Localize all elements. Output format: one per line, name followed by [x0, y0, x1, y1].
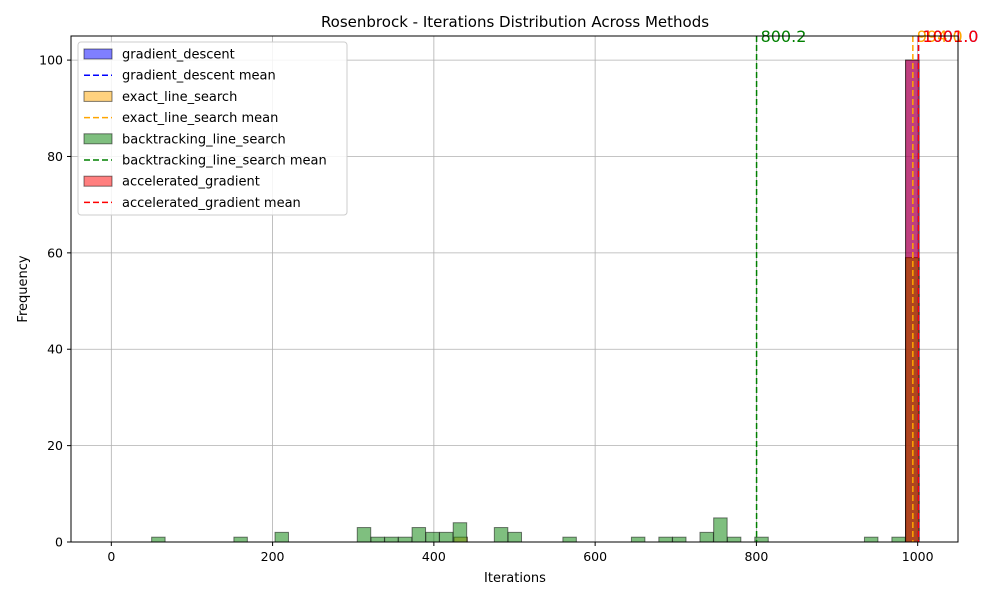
legend-entry: accelerated_gradient mean	[122, 196, 301, 211]
bar-backtracking_line_search	[411, 527, 427, 543]
bar-backtracking_line_search	[233, 536, 248, 543]
legend-entry: exact_line_search	[122, 90, 237, 105]
legend-swatch	[83, 175, 113, 187]
legend-entry: gradient_descent	[122, 48, 235, 63]
legend: gradient_descent gradient_descent mean exa…	[77, 41, 348, 216]
x-axis-label: Iterations	[484, 571, 546, 586]
bar-backtracking_line_search	[891, 536, 906, 543]
bar-backtracking_line_search	[356, 527, 372, 543]
y-tick-label: 20	[47, 438, 63, 453]
legend-entry: backtracking_line_search	[122, 132, 286, 147]
bar-backtracking_line_search	[274, 531, 289, 543]
legend-entry: gradient_descent mean	[122, 69, 276, 84]
axes: 0 200 400 600 800 1000 0 20 40 60 80 100	[39, 35, 959, 564]
bar-backtracking_line_search	[713, 517, 728, 543]
chart-title: Rosenbrock - Iterations Distribution Acr…	[321, 13, 709, 31]
legend-swatch	[83, 133, 113, 145]
bar-backtracking_line_search	[863, 536, 879, 543]
bar-backtracking_line_search	[672, 536, 687, 543]
legend-entry: exact_line_search mean	[122, 111, 278, 126]
x-tick-label: 600	[583, 549, 607, 564]
y-tick-label: 40	[47, 342, 63, 357]
legend-swatch	[83, 90, 113, 102]
bar-backtracking_line_search	[425, 531, 440, 543]
bar-backtracking_line_search	[151, 536, 166, 543]
x-tick-label: 800	[744, 549, 768, 564]
x-tick-label: 200	[261, 549, 285, 564]
legend-box	[77, 41, 348, 216]
histogram-bars	[151, 59, 920, 543]
y-axis-label: Frequency	[16, 255, 31, 322]
x-tick-label: 0	[107, 549, 115, 564]
x-tick-label: 1000	[902, 549, 934, 564]
bar-backtracking_line_search	[562, 536, 577, 543]
bar-backtracking_line_search	[658, 536, 673, 543]
y-tick-label: 60	[47, 245, 63, 260]
y-tick-label: 100	[39, 53, 63, 68]
legend-entry: backtracking_line_search mean	[122, 154, 327, 169]
bar-backtracking_line_search	[493, 527, 509, 543]
bar-backtracking_line_search	[507, 531, 523, 543]
bar-backtracking_line_search	[452, 522, 468, 543]
bar-backtracking_line_search	[370, 536, 385, 543]
bar-backtracking_line_search	[439, 531, 454, 543]
legend-swatch	[83, 48, 113, 60]
y-tick-label: 0	[55, 535, 63, 550]
plot-frame	[70, 35, 959, 543]
y-tick-label: 80	[47, 149, 63, 164]
bar-backtracking_line_search	[699, 531, 714, 543]
bar-backtracking_line_search	[726, 536, 742, 543]
bar-backtracking_line_search	[384, 536, 399, 543]
legend-entry: accelerated_gradient	[122, 175, 260, 190]
bar-backtracking_line_search	[397, 536, 413, 543]
x-tick-label: 400	[422, 549, 446, 564]
bar-backtracking_line_search	[630, 536, 646, 543]
